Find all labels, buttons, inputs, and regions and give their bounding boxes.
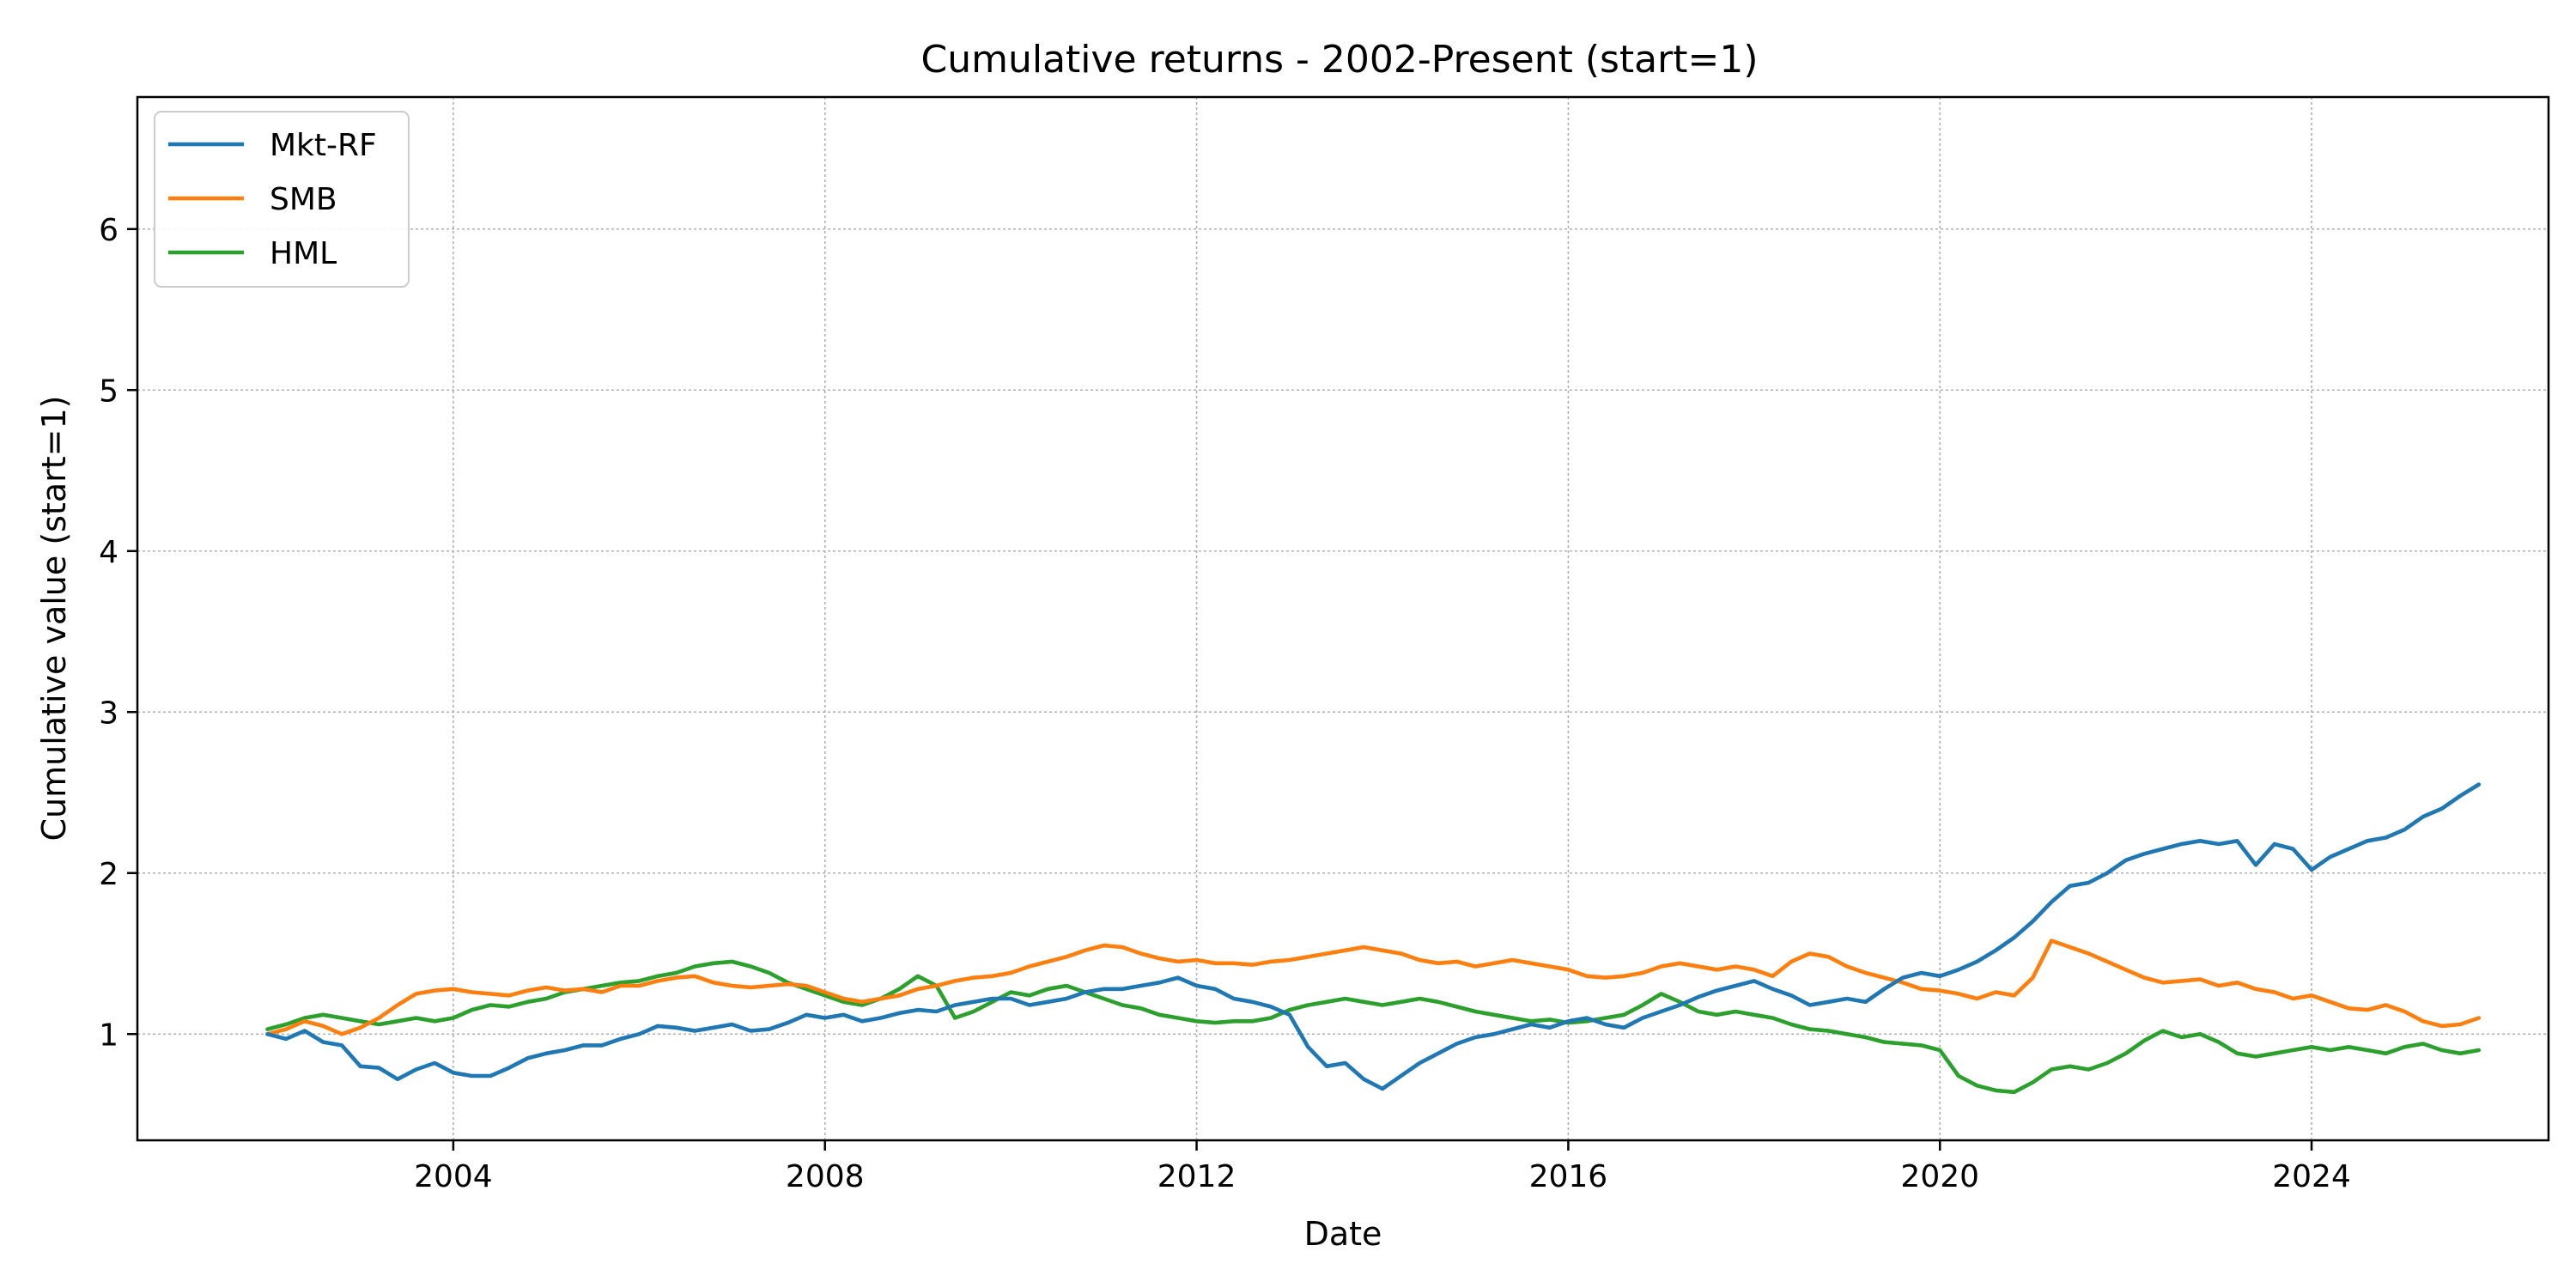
legend-label: Mkt-RF (270, 128, 377, 163)
x-tick-label: 2012 (1157, 1159, 1236, 1194)
series-line-hml (265, 959, 2482, 1095)
x-tick-label: 2016 (1529, 1159, 1608, 1194)
legend-box (154, 111, 410, 288)
x-axis-ticks: 2004 2008 2012 2016 2020 2024 (414, 1140, 2351, 1194)
grid (137, 97, 2549, 1140)
y-axis-label: Cumulative value (start=1) (35, 395, 73, 841)
series-lines (265, 782, 2482, 1095)
y-tick-label: 6 (99, 213, 118, 248)
legend-label: HML (270, 236, 337, 271)
x-axis-label: Date (1304, 1215, 1382, 1253)
x-tick-label: 2004 (414, 1159, 493, 1194)
y-tick-label: 5 (99, 374, 118, 409)
legend-label: SMB (270, 182, 337, 217)
legend: Mkt-RF SMB HML (154, 111, 410, 288)
series-line-smb (265, 939, 2482, 1036)
y-axis-ticks: 1 2 3 4 5 6 (99, 213, 137, 1053)
series-line-mkt-rf (265, 782, 2482, 1091)
x-tick-label: 2024 (2272, 1159, 2351, 1194)
y-tick-label: 4 (99, 535, 118, 570)
y-tick-label: 2 (99, 857, 118, 892)
y-tick-label: 3 (99, 696, 118, 731)
chart-title: Cumulative returns - 2002-Present (start… (920, 38, 1758, 82)
plot-frame (136, 95, 2550, 1142)
y-tick-label: 1 (99, 1018, 118, 1053)
x-tick-label: 2020 (1900, 1159, 1979, 1194)
x-tick-label: 2008 (786, 1159, 865, 1194)
